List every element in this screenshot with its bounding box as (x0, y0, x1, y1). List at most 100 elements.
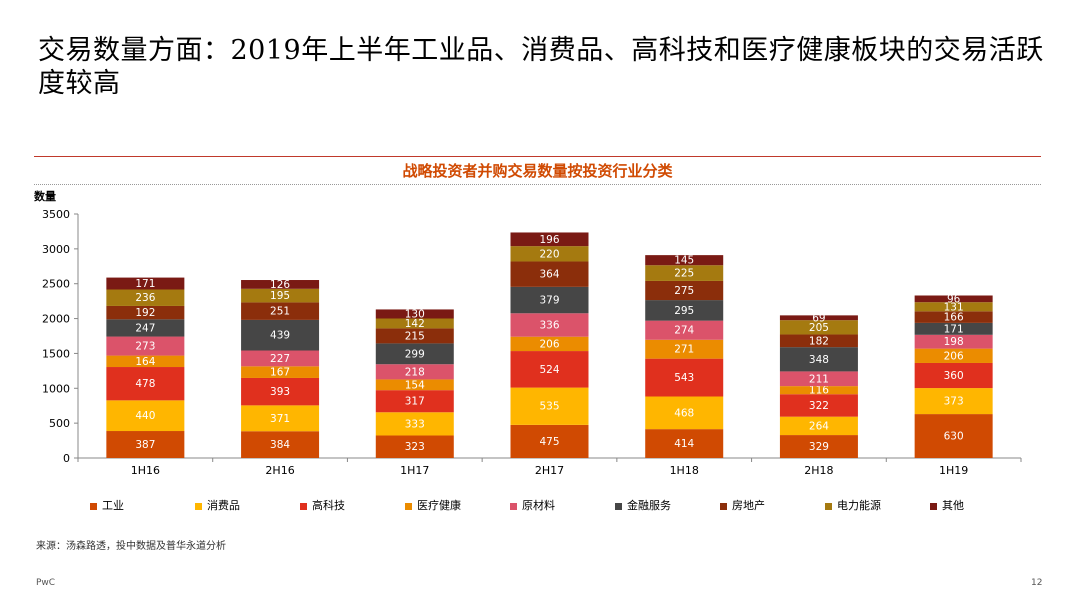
bar-segment (779, 416, 858, 436)
slide-title: 交易数量方面：2019年上半年工业品、消费品、高科技和医疗健康板块的交易活跃度较… (38, 35, 1044, 99)
data-label: 329 (809, 441, 829, 453)
page-number: 12 (1031, 578, 1043, 588)
bar-segment (510, 424, 589, 458)
bar-segment (914, 322, 993, 335)
x-tick-label: 2H18 (804, 464, 833, 477)
title-divider (34, 156, 1041, 157)
data-label: 167 (270, 367, 290, 379)
data-label: 166 (944, 312, 964, 324)
data-label: 145 (674, 255, 694, 267)
data-label: 384 (270, 439, 290, 451)
bar-segment (645, 429, 724, 458)
bar-segment (375, 328, 454, 344)
data-label: 630 (944, 431, 964, 443)
bar-segment (375, 309, 454, 319)
data-label: 220 (539, 248, 559, 260)
bar-segment (779, 386, 858, 395)
bar-segment (106, 277, 185, 290)
bar-segment (510, 286, 589, 314)
legend-label: 其他 (942, 499, 964, 512)
data-label: 535 (539, 401, 559, 413)
legend-label: 电力能源 (837, 499, 881, 512)
bar-segment (106, 319, 185, 337)
data-label: 323 (405, 441, 425, 453)
data-label: 333 (405, 418, 425, 430)
bar-segment (241, 377, 320, 406)
bar-segment (914, 334, 993, 349)
data-label: 182 (809, 335, 829, 347)
data-label: 251 (270, 306, 290, 318)
legend-item: 医疗健康 (405, 497, 461, 513)
x-tick-label: 2H16 (265, 464, 294, 477)
y-tick-label: 1500 (42, 347, 70, 360)
y-tick-label: 3500 (42, 208, 70, 221)
data-label: 154 (405, 379, 425, 391)
data-label: 247 (135, 322, 155, 334)
bar-segment (241, 280, 320, 289)
data-label: 373 (944, 396, 964, 408)
data-label: 414 (674, 438, 694, 450)
x-tick-label: 2H17 (535, 464, 564, 477)
data-label: 478 (135, 378, 155, 390)
x-tick-label: 1H17 (400, 464, 429, 477)
bar-segment (375, 343, 454, 365)
legend-swatch (720, 502, 727, 510)
bar-segment (510, 336, 589, 352)
data-label: 195 (270, 290, 290, 302)
legend-label: 高科技 (312, 499, 345, 512)
legend-item: 消费品 (195, 497, 240, 513)
legend-label: 原材料 (522, 499, 555, 512)
data-label: 393 (270, 386, 290, 398)
data-label: 348 (809, 354, 829, 366)
data-label: 164 (135, 356, 155, 368)
data-label: 69 (812, 312, 825, 324)
bar-segment (375, 318, 454, 329)
legend-swatch (90, 502, 97, 510)
legend-item: 工业 (90, 497, 124, 513)
bar-segment (241, 405, 320, 432)
legend-label: 金融服务 (627, 499, 671, 512)
bar-segment (779, 334, 858, 348)
bar-segment (106, 431, 185, 458)
data-label: 171 (944, 323, 964, 335)
data-label: 198 (944, 336, 964, 348)
bar-segment (645, 265, 724, 281)
legend-swatch (615, 502, 622, 510)
bar-segment (241, 350, 320, 367)
bar-segment (645, 339, 724, 359)
data-label: 468 (674, 407, 694, 419)
data-label: 273 (135, 341, 155, 353)
y-tick-label: 0 (63, 452, 70, 465)
bar-segment (106, 355, 185, 368)
legend-swatch (300, 502, 307, 510)
chart-title-divider (34, 184, 1041, 185)
data-label: 387 (135, 439, 155, 451)
legend-item: 金融服务 (615, 497, 671, 513)
bar-segment (779, 315, 858, 321)
bar-segment (510, 232, 589, 247)
y-tick-label: 1000 (42, 382, 70, 395)
legend-label: 工业 (102, 499, 124, 512)
legend-swatch (825, 502, 832, 510)
data-label: 271 (674, 344, 694, 356)
data-label: 225 (674, 268, 694, 280)
x-tick-label: 1H18 (670, 464, 699, 477)
data-label: 295 (674, 305, 694, 317)
data-label: 96 (947, 293, 961, 305)
bar-segment (645, 255, 724, 266)
bar-segment (510, 261, 589, 287)
data-label: 116 (809, 385, 829, 397)
footer-brand: PwC (36, 578, 56, 588)
data-label: 218 (405, 366, 425, 378)
bar-segment (241, 366, 320, 378)
bar-segment (779, 347, 858, 372)
bar-segment (645, 396, 724, 430)
y-tick-label: 500 (49, 417, 70, 430)
bar-segment (106, 289, 185, 306)
data-label: 264 (809, 420, 829, 432)
data-label: 274 (674, 325, 694, 337)
bar-segment (914, 311, 993, 323)
y-tick-label: 2500 (42, 278, 70, 291)
bar-segment (779, 394, 858, 417)
